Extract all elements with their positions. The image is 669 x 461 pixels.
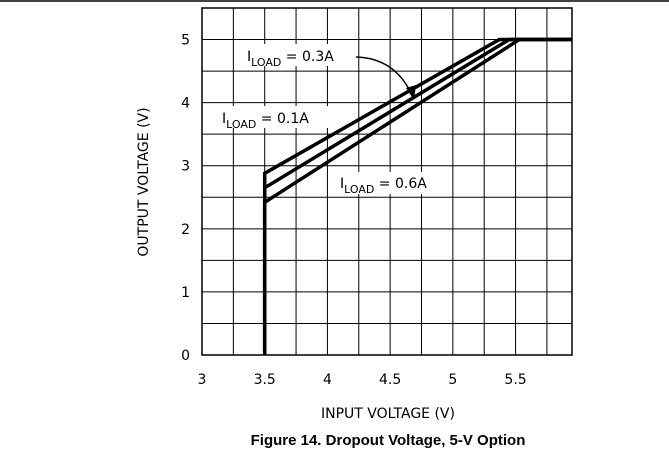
- y-tick-label: 0: [181, 348, 190, 364]
- ann-sub: LOAD: [226, 118, 256, 131]
- series-lines: [262, 37, 572, 355]
- x-tick-label: 5: [448, 372, 457, 388]
- series-line: [262, 37, 572, 355]
- x-axis-label: INPUT VOLTAGE (V): [321, 406, 455, 422]
- ann-sub: LOAD: [251, 56, 281, 69]
- x-tick-label: 4.5: [379, 372, 401, 388]
- ann-main: I: [340, 176, 344, 192]
- ann-sub: LOAD: [344, 183, 374, 196]
- plot-frame: [201, 7, 573, 356]
- label-bg: [337, 172, 449, 194]
- y-tick-label: 5: [181, 33, 190, 49]
- x-tick-label: 3.5: [254, 372, 276, 388]
- y-tick-label: 4: [181, 96, 190, 112]
- y-tick-label: 2: [181, 222, 190, 238]
- annotation-2: ILOAD = 0.6A: [337, 172, 449, 196]
- annotation: ILOAD = 0.1A: [222, 111, 309, 131]
- ann-rest: = 0.6A: [374, 176, 427, 192]
- ann-main: I: [247, 49, 251, 65]
- annotation-1: ILOAD = 0.3A: [244, 44, 416, 100]
- y-tick-label: 3: [181, 159, 190, 175]
- ann-main: I: [222, 111, 226, 127]
- label-bg: [244, 44, 356, 66]
- x-tick-label: 4: [323, 372, 332, 388]
- y-tick-label: 1: [181, 285, 190, 301]
- figure-title: Figure 14. Dropout Voltage, 5-V Option: [251, 432, 526, 449]
- arrow: [355, 56, 413, 96]
- y-axis-label: OUTPUT VOLTAGE (V): [136, 107, 152, 256]
- arrow-head: [406, 85, 416, 100]
- ann-rest: = 0.1A: [256, 111, 309, 127]
- x-tick-label: 5.5: [504, 372, 526, 388]
- ann-rest: = 0.3A: [281, 49, 334, 65]
- label-bg: [219, 106, 329, 128]
- annotation: ILOAD = 0.6A: [340, 176, 427, 196]
- x-tick-label: 3: [198, 372, 207, 388]
- annotation: ILOAD = 0.3A: [247, 49, 334, 69]
- annotation-0: ILOAD = 0.1A: [219, 106, 329, 131]
